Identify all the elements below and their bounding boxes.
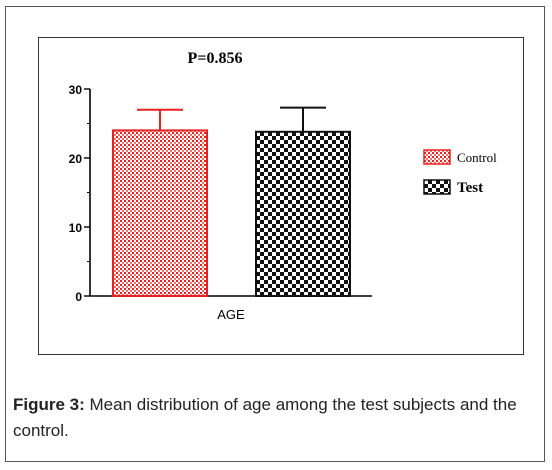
figure-caption: Figure 3: Mean distribution of age among…	[13, 392, 533, 444]
caption-label: Figure 3:	[13, 395, 85, 414]
legend-swatch-control	[423, 149, 451, 165]
bar-control	[112, 129, 208, 297]
p-value-annotation: P=0.856	[188, 50, 243, 67]
legend-label-control: Control	[457, 150, 497, 165]
y-tick-label: 10	[69, 221, 83, 235]
legend-label-test: Test	[457, 180, 483, 196]
x-tick-label: AGE	[217, 307, 245, 322]
figure-frame	[5, 6, 545, 462]
legend-swatch-test	[423, 179, 451, 195]
y-tick-label: 30	[69, 83, 83, 97]
y-tick-label: 0	[75, 290, 82, 304]
bar-test	[255, 130, 351, 297]
caption-text: Mean distribution of age among the test …	[13, 395, 517, 440]
y-tick-label: 20	[69, 152, 83, 166]
